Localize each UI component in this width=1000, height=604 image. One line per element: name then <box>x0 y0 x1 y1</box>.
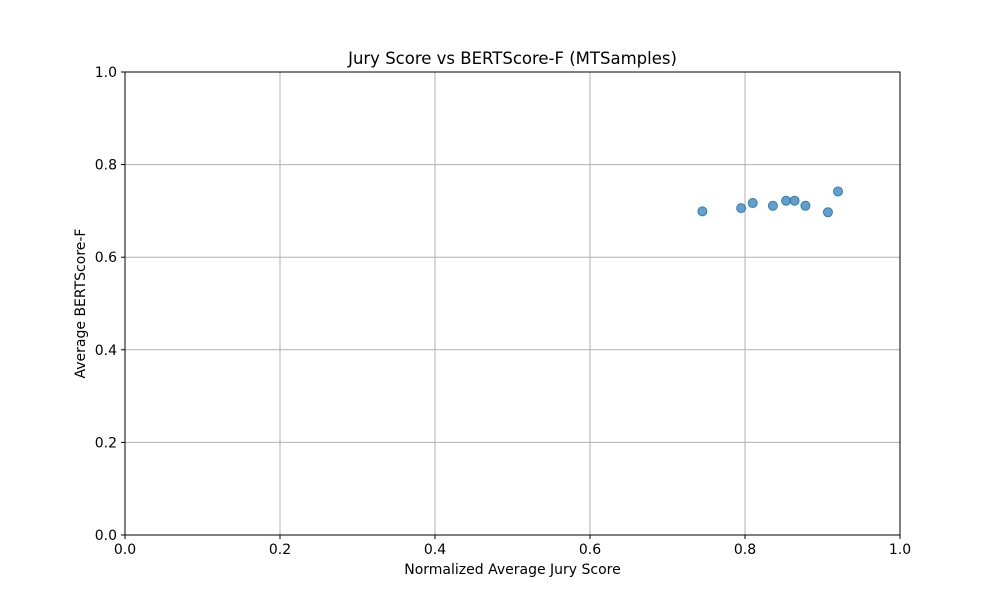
data-point <box>781 195 792 206</box>
y-tick-label: 0.4 <box>95 343 117 359</box>
x-tick-label: 0.0 <box>114 542 136 558</box>
y-tick-label: 0.6 <box>95 250 117 266</box>
y-tick-label: 0.2 <box>95 435 117 451</box>
data-point <box>800 200 811 211</box>
x-axis-ticks: 0.0 0.2 0.4 0.6 0.8 1.0 <box>114 535 911 558</box>
data-point <box>833 186 843 197</box>
x-tick-label: 0.4 <box>424 542 446 558</box>
x-tick-label: 0.8 <box>734 542 756 558</box>
grid-lines <box>124 71 901 536</box>
y-tick-label: 0.8 <box>95 158 117 174</box>
data-point <box>822 207 833 218</box>
data-point <box>697 206 708 217</box>
y-axis-label: Average BERTScore-F <box>73 229 89 379</box>
y-tick-label: 1.0 <box>95 65 117 81</box>
plot-frame <box>124 71 901 536</box>
chart-title: Jury Score vs BERTScore-F (MTSamples) <box>347 49 677 68</box>
x-tick-label: 0.2 <box>269 542 291 558</box>
y-tick-label: 0.0 <box>95 528 117 544</box>
data-point <box>789 195 800 206</box>
data-point <box>767 200 778 211</box>
data-point <box>747 198 758 209</box>
data-points <box>697 186 843 218</box>
data-point <box>736 203 747 214</box>
y-axis-ticks: 0.0 0.2 0.4 0.6 0.8 1.0 <box>95 65 125 544</box>
x-tick-label: 0.6 <box>579 542 601 558</box>
x-tick-label: 1.0 <box>889 542 911 558</box>
x-axis-label: Normalized Average Jury Score <box>404 562 621 578</box>
